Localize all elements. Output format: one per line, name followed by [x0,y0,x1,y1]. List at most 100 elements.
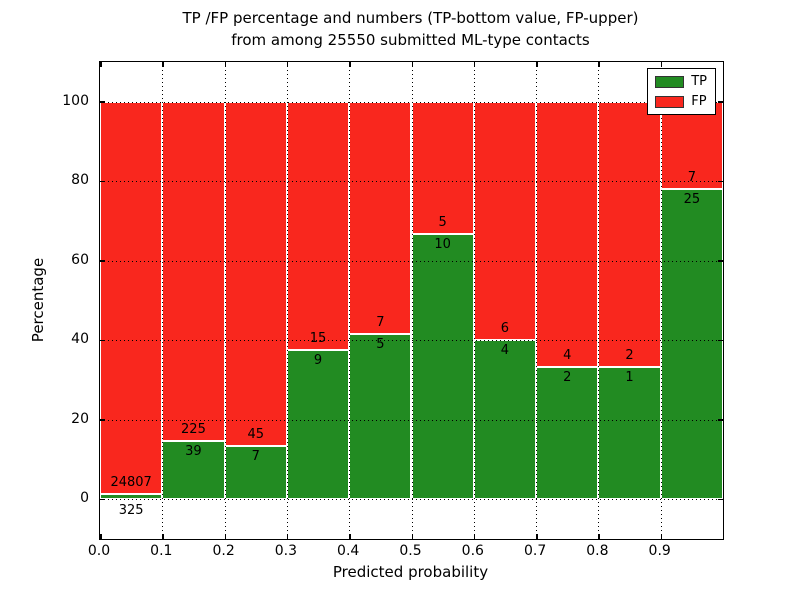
x-gridline [660,62,662,539]
chart-title-line2: from among 25550 submitted ML-type conta… [231,31,590,49]
bar-segment-fp [536,101,599,367]
legend-row: TP [655,74,707,89]
bar-segment-tp [598,366,661,500]
tp-count-label: 2 [563,369,572,385]
x-tick-mark [162,62,164,67]
y-tick-mark [718,101,723,103]
fp-count-label: 6 [500,321,510,337]
tp-count-label: 7 [251,448,260,464]
x-tick-mark [411,62,413,67]
tp-count-label: 1 [625,369,634,385]
x-tick-mark [100,534,102,539]
bar-segment-fp [162,101,225,441]
y-tick-label: 40 [71,331,89,348]
y-tick-mark [100,498,105,500]
x-tick-label: 0.1 [150,543,173,559]
y-tick-mark [100,339,105,341]
x-tick-mark [660,62,663,67]
fp-count-label: 225 [181,421,206,437]
fp-count-label: 24807 [110,475,152,491]
x-gridline [411,62,413,539]
x-gridline [536,62,538,539]
legend-label: TP [691,74,707,89]
plot-area: TP FP 24807 325 225 39 45 7 15 9 7 5 5 10 6 4 4 2 2 1 7 25 [99,61,724,540]
y-tick-label: 60 [71,251,89,268]
x-tick-mark [162,534,164,539]
x-tick-mark [224,534,227,539]
bar-segment-tp [411,234,474,500]
y-tick-label: 80 [71,172,89,189]
y-tick-mark [718,419,723,421]
y-tick-mark [100,101,105,103]
bar-segment-fp [349,101,412,334]
x-tick-label: 0.4 [337,543,360,559]
x-tick-label: 0.0 [87,543,111,559]
legend-swatch-tp [655,75,685,88]
x-tick-mark [598,62,600,67]
x-tick-mark [598,534,600,539]
x-gridline [473,62,475,539]
y-tick-mark [718,180,723,182]
bar-segment-tp [660,188,723,500]
tp-count-label: 9 [313,353,323,369]
bar-segment-tp [162,440,225,500]
x-tick-mark [660,534,663,539]
x-gridline [224,62,226,539]
x-tick-mark [100,62,102,67]
tp-count-label: 25 [683,191,701,207]
bar-segment-tp [100,494,163,500]
x-tick-label: 0.5 [399,543,422,559]
bar-segment-fp [473,101,537,341]
x-tick-label: 0.3 [274,543,298,559]
y-tick-mark [718,339,723,341]
y-tick-label: 0 [80,490,89,507]
y-tick-mark [100,260,105,262]
fp-count-label: 45 [247,426,265,442]
chart-title: TP /FP percentage and numbers (TP-bottom… [99,7,722,51]
y-tick-mark [718,498,723,500]
x-tick-mark [411,534,413,539]
x-gridline [598,62,600,539]
tp-count-label: 5 [376,336,385,352]
x-tick-label: 0.2 [212,543,235,559]
bar-segment-fp [100,101,163,495]
legend-row: FP [655,94,707,109]
legend-swatch-fp [655,95,685,108]
y-axis-label: Percentage [29,257,47,343]
x-gridline [349,62,351,539]
x-tick-label: 0.8 [586,543,609,559]
legend-label: FP [691,94,707,109]
x-tick-mark [224,62,227,67]
fp-count-label: 4 [563,347,572,363]
y-tick-label: 100 [62,92,89,109]
bar-segment-tp [286,350,350,500]
x-tick-label: 0.7 [523,543,547,559]
x-tick-mark [349,534,351,539]
tp-count-label: 10 [434,237,451,253]
x-tick-label: 0.6 [461,543,484,559]
fp-count-label: 5 [438,215,447,231]
y-tick-label: 20 [71,410,89,427]
x-gridline [162,62,164,539]
fp-count-label: 7 [376,314,385,330]
fp-count-label: 15 [309,331,327,347]
y-tick-mark [100,180,105,182]
legend: TP FP [647,68,716,115]
y-tick-mark [718,260,723,262]
x-axis-label: Predicted probability [332,563,489,581]
x-tick-mark [536,534,538,539]
bar-segment-tp [536,366,599,500]
y-tick-mark [100,419,105,421]
x-gridline [286,62,288,539]
x-tick-label: 0.9 [648,543,671,559]
fp-count-label: 2 [625,347,634,363]
tp-count-label: 4 [500,343,510,359]
x-tick-mark [286,62,289,67]
chart-title-line1: TP /FP percentage and numbers (TP-bottom… [182,9,639,27]
x-tick-mark [473,534,476,539]
tp-count-label: 325 [118,503,144,519]
fp-count-label: 7 [687,169,696,185]
x-tick-mark [536,62,538,67]
x-tick-mark [473,62,476,67]
